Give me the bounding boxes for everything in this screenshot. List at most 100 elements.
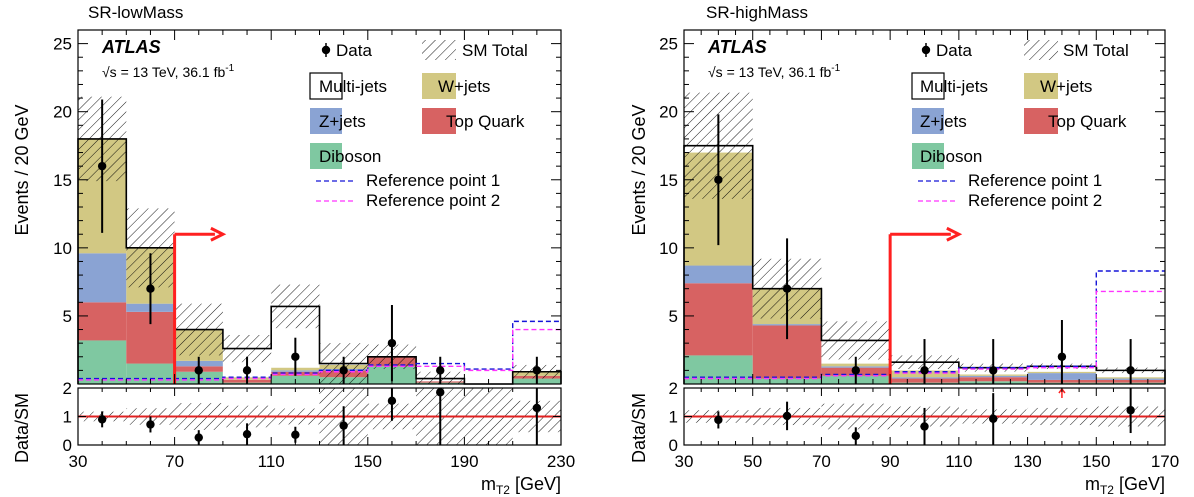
data-point: [532, 366, 542, 375]
x-tick-label: 150: [354, 452, 382, 471]
data-point: [97, 161, 107, 171]
bar-zjets: [78, 253, 127, 303]
legend: Data SM Total Multi-jets W+jets Z+jets T…: [911, 40, 1129, 210]
legend-zjets: Z+jets: [912, 108, 967, 134]
legend-data: Data: [321, 41, 372, 60]
y-tick-label: 25: [659, 35, 678, 54]
ratio-y-tick-label: 2: [63, 379, 72, 398]
ratio-point: [782, 411, 792, 421]
x-tick-label: 50: [743, 452, 762, 471]
ratio-point: [97, 415, 107, 424]
legend-ref2: Reference point 2: [918, 191, 1102, 210]
ratio-plot: 0 1 2 30 50 70 90 110 130 150 170: [669, 379, 1180, 471]
cut-arrow-head: [210, 226, 227, 242]
legend-multijets: Multi-jets: [911, 72, 988, 100]
svg-text:SM Total: SM Total: [1063, 41, 1129, 60]
ratio-point: [532, 403, 542, 413]
y-tick-label: 15: [53, 171, 72, 190]
data-point: [782, 284, 792, 293]
ratio-point: [436, 388, 445, 397]
atlas-label: ATLAS: [707, 37, 767, 57]
x-tick-label: 70: [812, 452, 831, 471]
svg-text:Data: Data: [336, 41, 372, 60]
svg-text:Reference point 1: Reference point 1: [968, 171, 1102, 190]
data-point: [1057, 352, 1067, 361]
legend-sm-total: SM Total: [422, 40, 528, 60]
ratio-plot-frame: [683, 387, 1166, 446]
panel-sr-highmass: SR-highMass Events / 20 GeV Data/SM 5101…: [629, 3, 1179, 497]
ratio-point: [989, 414, 998, 423]
data-point: [291, 352, 300, 361]
ratio-point: [194, 433, 203, 442]
y-tick-label: 10: [53, 239, 72, 258]
energy-lumi-label: √s = 13 TeV, 36.1 fb-1: [102, 63, 235, 80]
svg-text:Z+jets: Z+jets: [920, 112, 967, 131]
y-tick-label: 5: [669, 307, 678, 326]
data-point: [989, 366, 998, 375]
data-point: [194, 366, 203, 375]
svg-text:Reference point 2: Reference point 2: [366, 191, 500, 210]
legend-ref2: Reference point 2: [316, 191, 500, 210]
y-tick-label: 20: [659, 103, 678, 122]
data-point: [339, 366, 348, 375]
x-tick-label: 110: [258, 452, 285, 471]
atlas-label: ATLAS: [101, 37, 161, 57]
ratio-point: [146, 420, 155, 429]
svg-text:Z+jets: Z+jets: [319, 112, 366, 131]
y-tick-label: 25: [53, 35, 72, 54]
data-point: [851, 366, 860, 375]
legend-multijets: Multi-jets: [309, 72, 387, 100]
ratio-y-tick-label: 2: [669, 379, 678, 398]
ratio-y-axis-label: Data/SM: [12, 393, 32, 463]
x-tick-label: 170: [1151, 452, 1179, 471]
x-tick-label: 150: [1082, 452, 1110, 471]
y-tick-label: 20: [53, 103, 72, 122]
panel-sr-lowmass: SR-lowMass Events / 20 GeV Data/SM 5 10 15…: [12, 3, 575, 497]
svg-text:Reference point 2: Reference point 2: [968, 191, 1102, 210]
ratio-y-tick-label: 0: [63, 436, 72, 455]
y-axis-label: Events / 20 GeV: [12, 104, 32, 235]
svg-text:Diboson: Diboson: [920, 147, 982, 166]
main-plot: 5 10 15 20 25: [53, 29, 562, 385]
legend-ref1: Reference point 1: [316, 171, 500, 190]
svg-text:Top Quark: Top Quark: [446, 112, 525, 131]
x-tick-label: 130: [1013, 452, 1041, 471]
region-title: SR-highMass: [706, 3, 808, 22]
bar-top: [78, 302, 127, 341]
svg-text:Multi-jets: Multi-jets: [319, 77, 387, 96]
legend-top: Top Quark: [422, 108, 525, 134]
bar-zjets: [684, 265, 753, 284]
y-tick-label: 5: [63, 307, 72, 326]
x-tick-label: 230: [547, 452, 575, 471]
ratio-y-tick-label: 1: [669, 408, 678, 427]
svg-text:W+jets: W+jets: [438, 77, 490, 96]
ratio-point: [1126, 406, 1135, 415]
bar-top: [684, 283, 753, 356]
svg-text:Multi-jets: Multi-jets: [920, 77, 988, 96]
ratio-point: [242, 429, 252, 439]
ratio-y-tick-label: 0: [669, 436, 678, 455]
svg-text:Top Quark: Top Quark: [1048, 112, 1127, 131]
x-tick-label: 30: [69, 452, 88, 471]
legend-zjets: Z+jets: [310, 108, 366, 134]
y-axis-label: Events / 20 GeV: [629, 104, 649, 235]
data-point: [436, 366, 445, 375]
main-plot-frame: [77, 29, 562, 385]
svg-text:Reference point 1: Reference point 1: [366, 171, 500, 190]
data-point: [714, 175, 723, 184]
region-title: SR-lowMass: [88, 3, 183, 22]
svg-text:Data: Data: [936, 41, 972, 60]
legend-data: Data: [921, 41, 972, 60]
ratio-point: [714, 415, 723, 425]
y-tick-label: 15: [659, 171, 678, 190]
energy-lumi-label: √s = 13 TeV, 36.1 fb-1: [708, 63, 841, 80]
data-point: [146, 284, 155, 293]
ratio-point: [851, 431, 860, 441]
ratio-plot-frame: [77, 387, 562, 446]
x-axis-label: mT2 [GeV]: [1085, 474, 1165, 497]
legend-wjets: W+jets: [1024, 73, 1092, 99]
x-tick-label: 90: [881, 452, 900, 471]
x-tick-label: 190: [450, 452, 478, 471]
data-point: [387, 338, 397, 348]
